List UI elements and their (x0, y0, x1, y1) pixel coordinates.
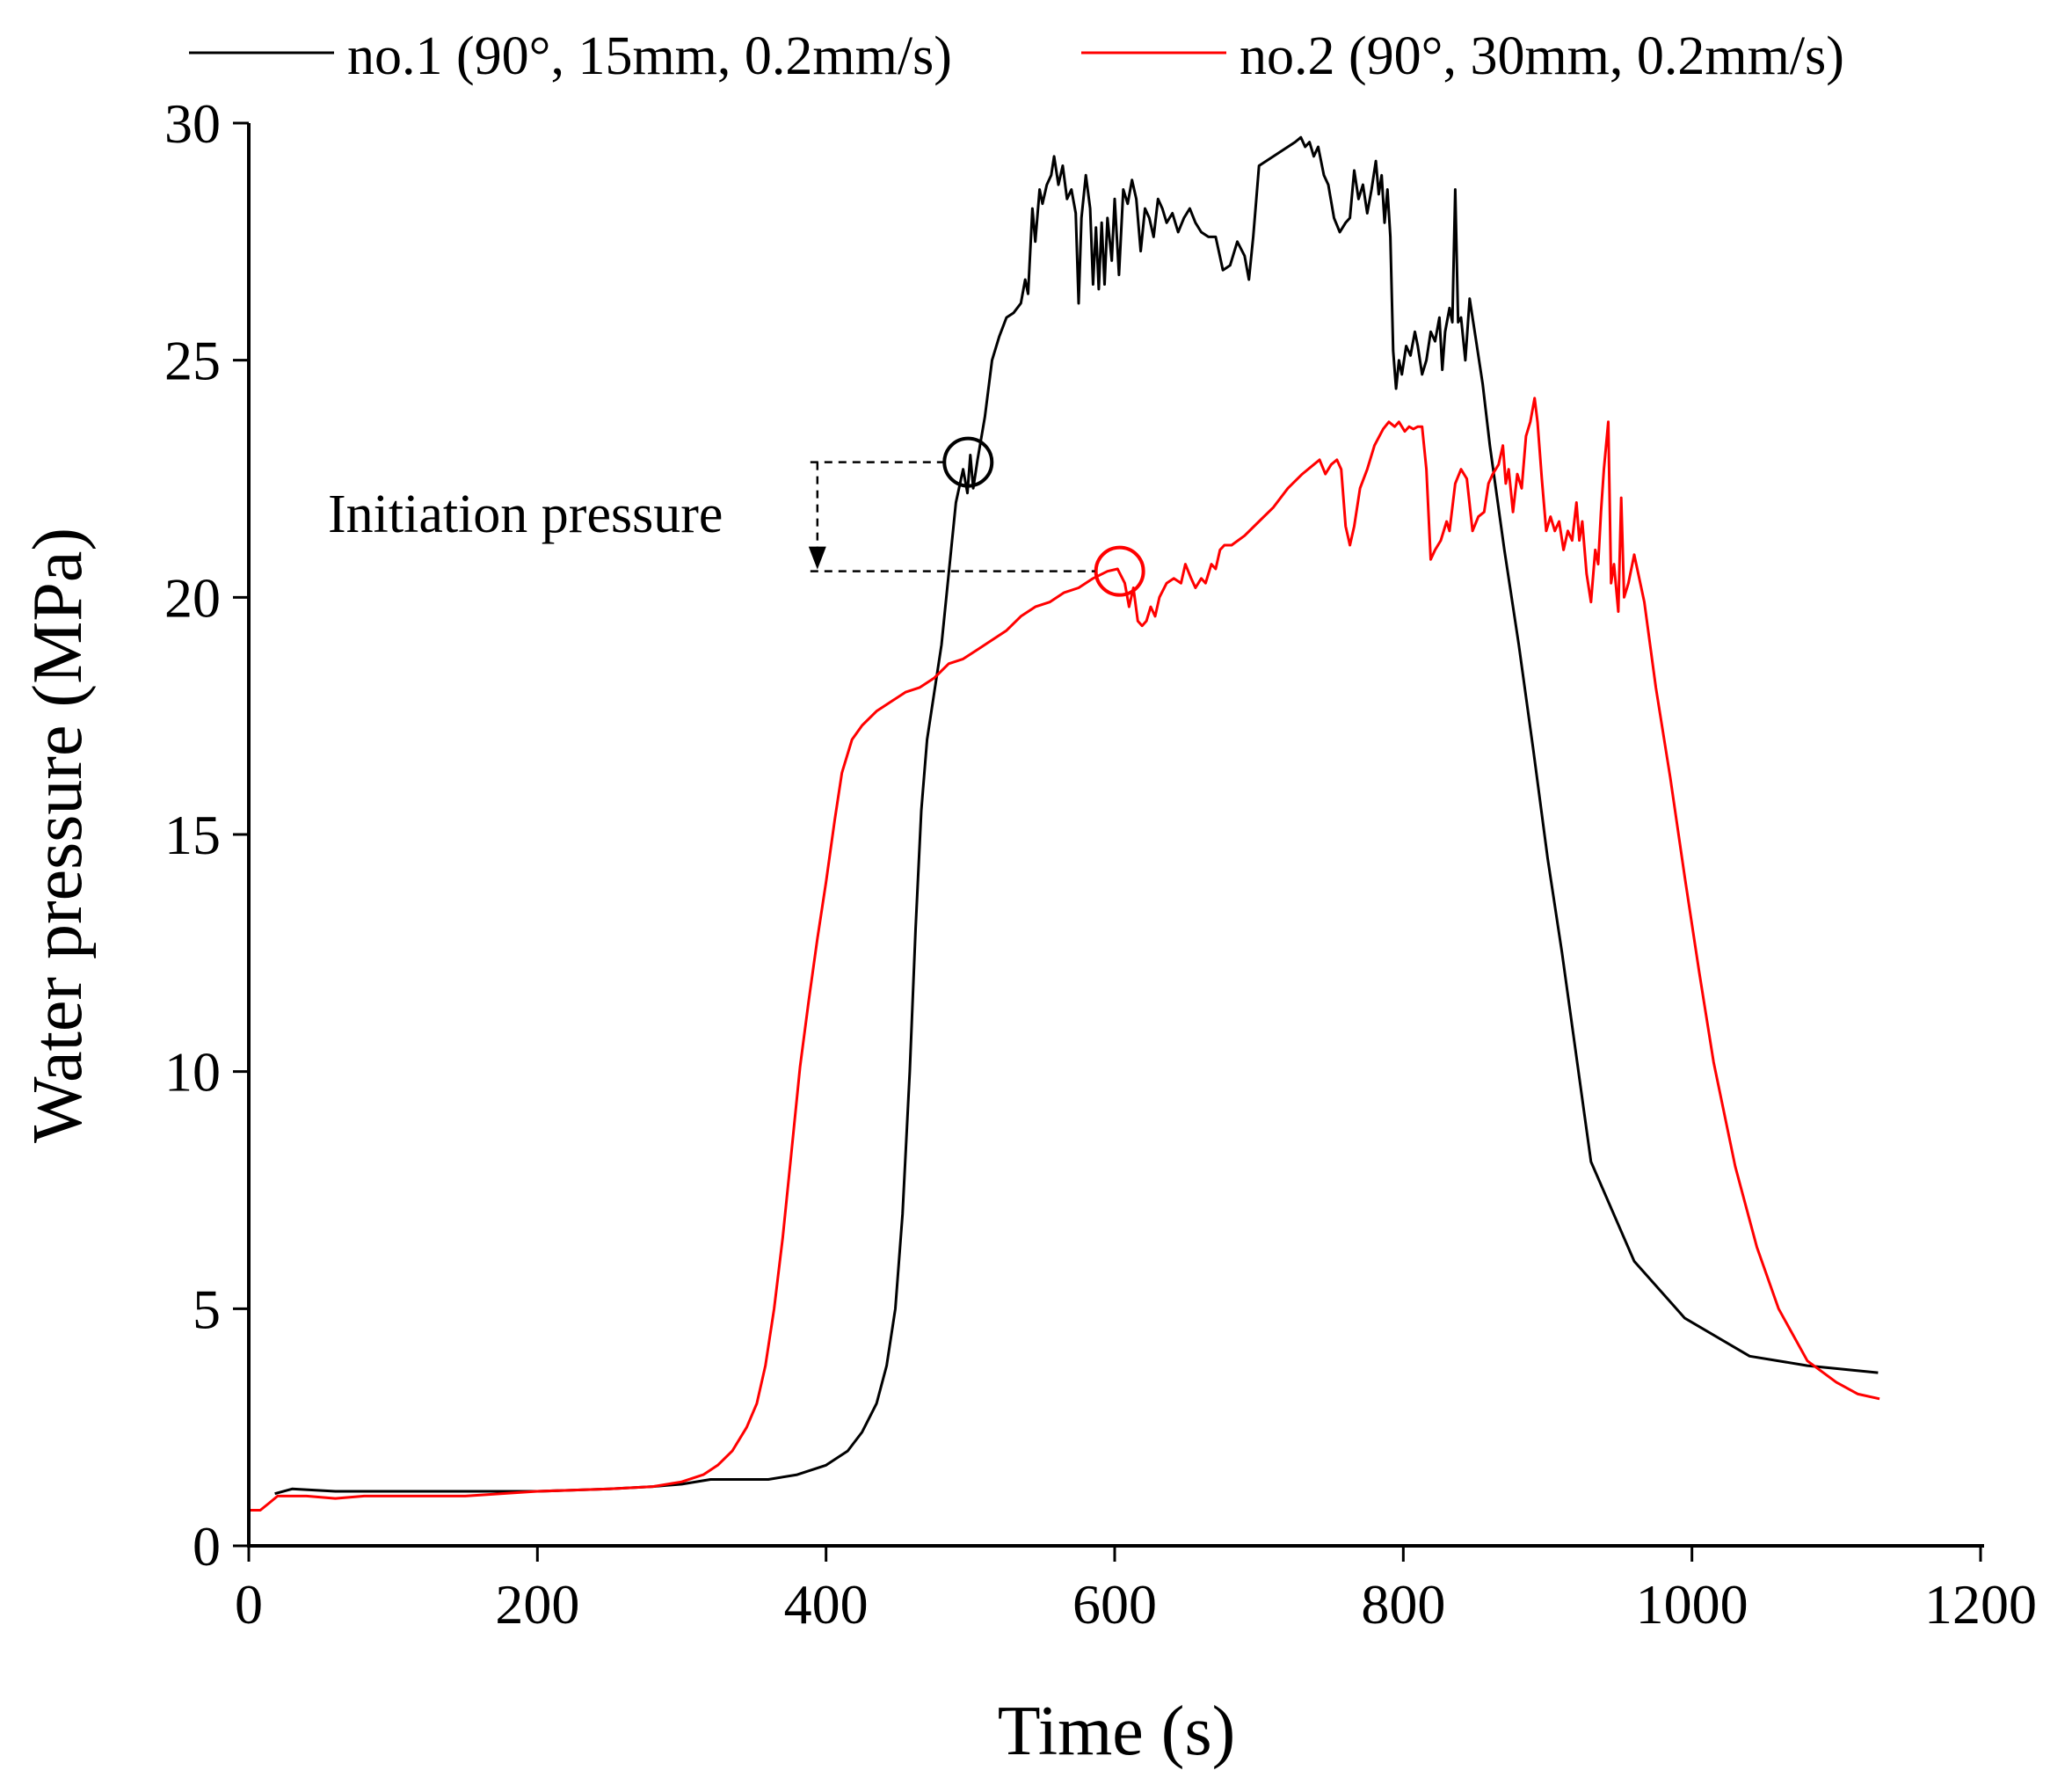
x-tick-label: 1200 (1924, 1573, 2037, 1636)
x-tick-label: 600 (1072, 1573, 1157, 1636)
annotation-layer: Initiation pressure (328, 436, 1145, 597)
series-layer (249, 135, 1880, 1512)
tick-layer: 0 200 400 600 800 1000 1200 0 5 10 15 20 25 30 (164, 92, 2037, 1636)
legend: no.1 (90°, 15mm, 0.2mm/s) no.2 (90°, 30m… (189, 26, 1844, 86)
y-tick-label: 20 (164, 566, 221, 629)
x-tick-label: 0 (235, 1573, 263, 1636)
x-axis-title: Time (s) (998, 1693, 1235, 1770)
annotation-label: Initiation pressure (328, 484, 723, 544)
legend-label-no1: no.1 (90°, 15mm, 0.2mm/s) (347, 26, 952, 86)
series-line-no2 (249, 397, 1880, 1512)
y-axis-title: Water pressure (MPa) (19, 528, 97, 1143)
y-tick-label: 25 (164, 330, 221, 392)
y-tick-label: 30 (164, 92, 221, 155)
x-tick-label: 400 (784, 1573, 869, 1636)
y-tick-label: 15 (164, 804, 221, 866)
initiation-marker-no1 (942, 436, 994, 488)
series-line-no1 (274, 135, 1879, 1496)
legend-label-no2: no.2 (90°, 30mm, 0.2mm/s) (1240, 26, 1844, 86)
y-tick-label: 10 (164, 1041, 221, 1104)
x-tick-label: 200 (495, 1573, 579, 1636)
initiation-marker-no2 (1094, 545, 1145, 597)
annotation-arrow-head (808, 546, 826, 570)
plot-frame (247, 123, 1984, 1548)
y-tick-label: 5 (193, 1278, 221, 1340)
x-tick-label: 800 (1361, 1573, 1445, 1636)
y-tick-label: 0 (193, 1515, 221, 1577)
x-tick-label: 1000 (1636, 1573, 1748, 1636)
